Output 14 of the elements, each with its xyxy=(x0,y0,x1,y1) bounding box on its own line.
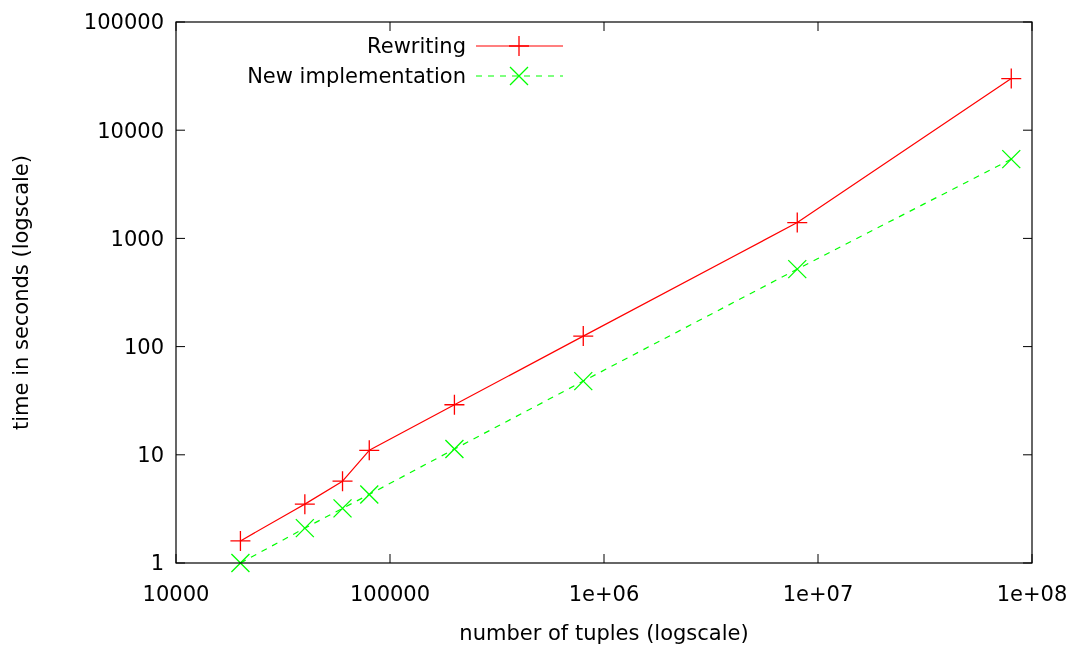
x-tick-label: 1e+08 xyxy=(996,582,1068,606)
y-axis-title: time in seconds (logscale) xyxy=(9,155,33,430)
y-tick-label: 1000 xyxy=(110,226,164,251)
x-axis-title: number of tuples (logscale) xyxy=(459,621,749,645)
x-tick-label: 1e+06 xyxy=(568,582,640,606)
legend-label: New implementation xyxy=(247,64,466,89)
x-tick-label: 1e+07 xyxy=(782,582,854,606)
legend-label: Rewriting xyxy=(367,34,466,59)
y-tick-label: 10000 xyxy=(97,118,164,143)
y-tick-label: 100000 xyxy=(83,10,164,35)
y-tick-label: 10 xyxy=(137,443,164,468)
x-tick-label: 100000 xyxy=(349,582,431,606)
y-tick-label: 1 xyxy=(150,551,164,576)
y-tick-label: 100 xyxy=(123,334,164,359)
